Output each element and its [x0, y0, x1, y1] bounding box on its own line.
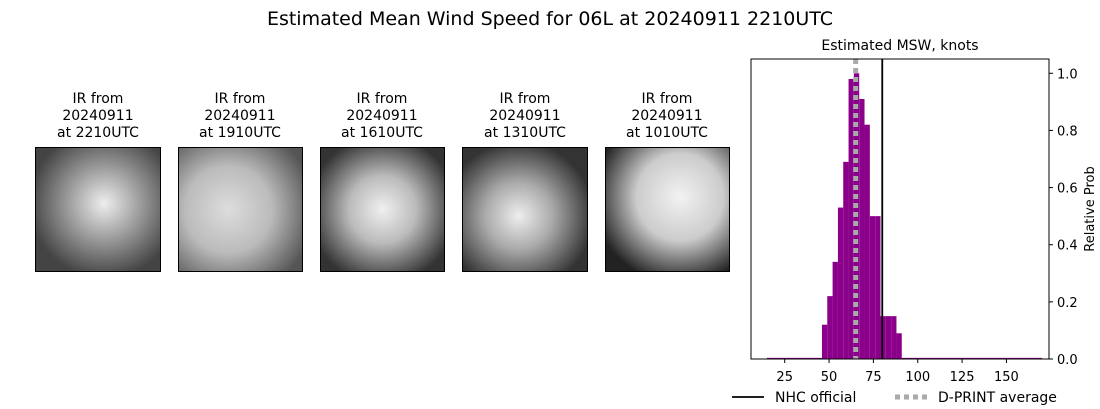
y-tick-label: 0.2	[1057, 296, 1078, 311]
bar	[821, 324, 828, 359]
bar	[875, 216, 881, 359]
ir-image	[178, 147, 303, 272]
image-caption: 20240911	[204, 108, 275, 124]
chart-title: Estimated MSW, knots	[821, 38, 978, 54]
image-caption: 20240911	[631, 108, 702, 124]
image-caption: IR from	[357, 91, 408, 107]
axes-frame	[750, 58, 1050, 360]
bar	[896, 333, 902, 359]
ir-image	[35, 147, 161, 272]
image-caption: IR from	[215, 91, 266, 107]
image-caption: at 1310UTC	[484, 125, 566, 141]
ir-image	[605, 147, 730, 272]
bar	[885, 316, 892, 359]
y-axis-label: Relative Prob	[1083, 166, 1098, 251]
image-caption: IR from	[642, 91, 693, 107]
image-caption: IR from	[500, 91, 551, 107]
bar	[869, 216, 876, 359]
y-tick-label: 0.6	[1057, 182, 1078, 197]
legend-label: D-PRINT average	[938, 390, 1057, 406]
x-tick-label: 75	[865, 370, 882, 385]
bar	[832, 261, 838, 359]
image-caption: at 1010UTC	[626, 125, 708, 141]
bar	[766, 357, 822, 359]
x-tick-label: 50	[821, 370, 838, 385]
bar	[843, 161, 849, 359]
y-tick-label: 1.0	[1057, 67, 1078, 82]
x-tick-label: 100	[905, 370, 930, 385]
image-caption: at 2210UTC	[57, 125, 139, 141]
image-caption: 20240911	[62, 108, 133, 124]
image-caption: 20240911	[489, 108, 560, 124]
x-tick-label: 25	[776, 370, 793, 385]
bar	[827, 296, 833, 359]
image-caption: at 1610UTC	[341, 125, 423, 141]
image-caption: 20240911	[346, 108, 417, 124]
bar	[859, 99, 865, 359]
ir-image	[320, 147, 445, 272]
bar	[864, 124, 870, 359]
y-tick-label: 0.8	[1057, 124, 1078, 139]
ir-image	[462, 147, 588, 272]
x-tick-label: 125	[950, 370, 975, 385]
x-tick-label: 150	[994, 370, 1019, 385]
image-caption: at 1910UTC	[199, 125, 281, 141]
legend-label: NHC official	[775, 390, 856, 406]
y-tick-label: 0.0	[1057, 353, 1078, 368]
bar	[837, 207, 844, 359]
bar	[891, 316, 897, 359]
bar	[901, 357, 1042, 359]
image-caption: IR from	[73, 91, 124, 107]
bar	[848, 79, 854, 359]
figure-title: Estimated Mean Wind Speed for 06L at 202…	[267, 8, 833, 30]
satellite-images	[35, 147, 730, 272]
y-tick-label: 0.4	[1057, 239, 1078, 254]
